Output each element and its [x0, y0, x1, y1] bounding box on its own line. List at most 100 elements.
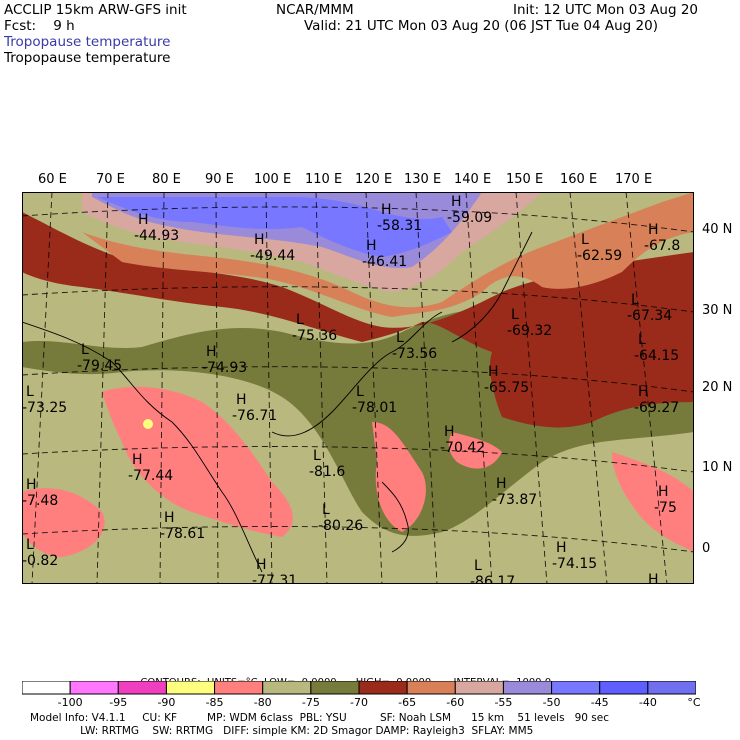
extremum-value: -69.32 — [507, 323, 552, 339]
extremum-value: -46.41 — [362, 254, 407, 270]
colorbar-swatch — [117, 681, 167, 695]
extremum-mark: L — [638, 332, 646, 348]
extremum-value: -80.26 — [318, 518, 363, 534]
colorbar-tick-label: -65 — [398, 696, 417, 709]
extremum-mark: H — [254, 232, 265, 248]
extremum-value: -67.34 — [627, 308, 672, 324]
extremum-mark: L — [296, 312, 304, 328]
extremum-mark: H — [236, 392, 247, 408]
extremum-mark: L — [26, 537, 34, 553]
graticule — [22, 192, 694, 584]
colorbar-swatch — [69, 681, 119, 695]
tropopause-temperature-map: H-44.93 H-49.44H-46.41H-58.31H-59.09L-62.… — [22, 192, 694, 584]
colorbar-swatch — [358, 681, 408, 695]
colorbar-swatch — [454, 681, 504, 695]
extremum-value: -75 — [654, 500, 677, 516]
extremum-value: -49.44 — [250, 248, 295, 264]
lat-label: 40 N — [702, 222, 733, 237]
colorbar-swatch — [502, 681, 553, 695]
colorbar-swatch — [165, 681, 216, 695]
extremum-mark: H — [496, 476, 507, 492]
shading-minus80-philippines — [372, 422, 426, 532]
model-info-line2: LW: RRTMG SW: RRTMG DIFF: simple KM: 2D … — [30, 725, 534, 737]
extremum-value: -73.87 — [492, 492, 537, 508]
extremum-mark: H — [138, 212, 149, 228]
colorbar-tick-label: -90 — [157, 696, 176, 709]
colorbar-tick-label: -100 — [57, 696, 83, 709]
extremum-value: -59.09 — [447, 210, 492, 226]
colorbar-swatch — [551, 681, 601, 695]
lat-label: 20 N — [702, 380, 733, 395]
lon-label: 160 E — [560, 172, 598, 187]
forecast-hour: Fcst: 9 h — [4, 18, 75, 34]
lon-label: 110 E — [305, 172, 343, 187]
extremum-mark: H — [381, 202, 392, 218]
extremum-mark: H — [451, 194, 462, 210]
extremum-mark: L — [631, 292, 639, 308]
shading-minus80-pacific — [448, 432, 502, 469]
extremum-value: -62.59 — [577, 248, 622, 264]
extremum-value: -44.93 — [134, 228, 179, 244]
extremum-mark: L — [313, 448, 321, 464]
extremum-mark: L — [356, 384, 364, 400]
lon-label: 130 E — [404, 172, 442, 187]
extremum-value: -78.01 — [352, 400, 397, 416]
colorbar-tick-label: -70 — [350, 696, 368, 709]
extremum-value: -78.61 — [160, 526, 205, 542]
model-title: ACCLIP 15km ARW-GFS init — [4, 2, 187, 18]
lon-label: 70 E — [96, 172, 125, 187]
shading-minus45 — [97, 197, 452, 257]
colorbar-tick-label: -60 — [446, 696, 465, 709]
extremum-value: -0.82 — [22, 553, 58, 569]
extremum-value: -77.31 — [252, 573, 297, 584]
extremum-value: -77.44 — [128, 468, 173, 484]
lon-label: 150 E — [506, 172, 544, 187]
lon-label: 80 E — [152, 172, 181, 187]
valid-time: Valid: 21 UTC Mon 03 Aug 20 (06 JST Tue … — [304, 18, 658, 34]
shading-minus60 — [82, 192, 694, 317]
colorbar-tick-label: -80 — [253, 696, 272, 709]
extremum-mark: H — [648, 572, 659, 584]
init-time: Init: 12 UTC Mon 03 Aug 20 — [513, 2, 698, 18]
extremum-mark: H — [638, 384, 649, 400]
extremum-mark: L — [581, 232, 589, 248]
lon-label: 100 E — [254, 172, 292, 187]
colorbar-swatch — [647, 681, 696, 695]
shading-minus85 — [143, 419, 153, 429]
extremum-mark: L — [81, 342, 89, 358]
extremum-value: -64.15 — [634, 348, 679, 364]
extremum-mark: H — [366, 238, 377, 254]
lat-label: 10 N — [702, 460, 733, 475]
lon-label: 140 E — [454, 172, 492, 187]
extremum-value: -75.36 — [292, 328, 337, 344]
map-frame — [22, 192, 694, 584]
extremum-value: -79.45 — [77, 358, 122, 374]
colorbar-tick-label: -55 — [494, 696, 513, 709]
extrema-labels: H-44.93 H-49.44H-46.41H-58.31H-59.09L-62.… — [22, 194, 680, 584]
shading-minus80-west — [22, 488, 105, 557]
extremum-value: -76.71 — [232, 408, 277, 424]
extremum-value: -65.75 — [484, 380, 529, 396]
lon-label: 170 E — [615, 172, 653, 187]
colorbar — [22, 681, 696, 695]
extremum-value: -86.17 — [470, 574, 515, 584]
colorbar-tick-label: -45 — [590, 696, 609, 709]
extremum-value: -74.15 — [552, 556, 597, 572]
extremum-value: -73.56 — [392, 346, 437, 362]
lon-label: 120 E — [355, 172, 393, 187]
colorbar-swatch — [599, 681, 649, 695]
extremum-value: -74.93 — [202, 360, 247, 376]
extremum-mark: L — [322, 502, 330, 518]
extremum-mark: H — [444, 424, 455, 440]
extremum-value: -67.8 — [644, 238, 680, 254]
lon-label: 90 E — [205, 172, 234, 187]
extremum-mark: L — [26, 384, 34, 400]
extremum-mark: H — [658, 484, 669, 500]
extremum-mark: H — [488, 364, 499, 380]
extremum-mark: H — [206, 344, 217, 360]
colorbar-tick-label: -40 — [638, 696, 657, 709]
extremum-value: -73.25 — [22, 400, 67, 416]
extremum-mark: L — [511, 307, 519, 323]
colorbar-tick-label: -95 — [109, 696, 128, 709]
colorbar-tick-label: -85 — [205, 696, 224, 709]
